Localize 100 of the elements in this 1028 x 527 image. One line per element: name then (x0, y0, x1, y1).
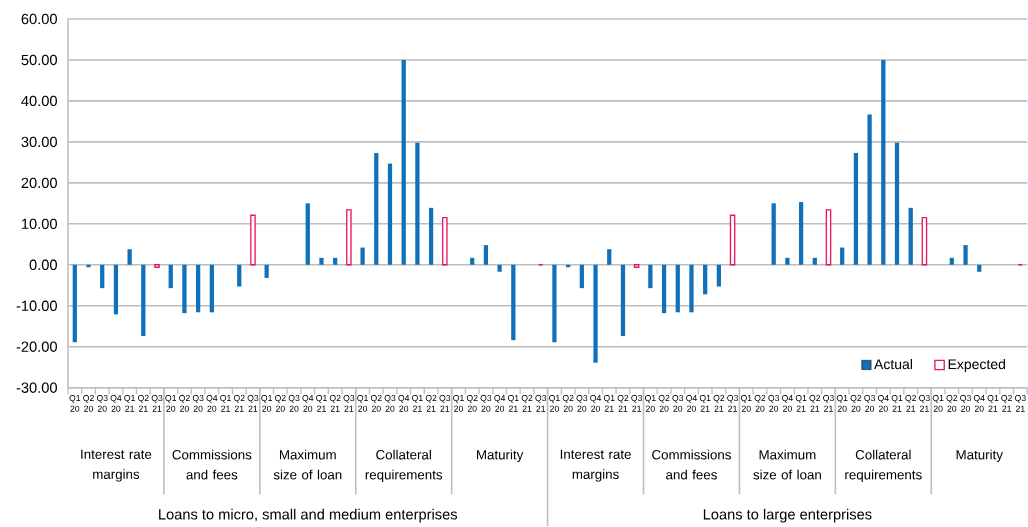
x-tick-label: Q1 20 (261, 394, 273, 412)
x-tick-label: Q2 21 (137, 394, 149, 412)
bar (963, 245, 968, 265)
bar (552, 264, 557, 343)
x-tick-label: Q2 21 (617, 394, 629, 412)
x-tick-label: Q2 20 (658, 394, 670, 412)
x-tick-label: Q3 20 (960, 394, 971, 412)
x-tick-label: Q1 21 (795, 394, 807, 412)
x-tick-label: Q2 20 (946, 394, 958, 412)
x-tick-label: Q3 21 (919, 394, 930, 412)
bar (442, 216, 448, 266)
x-tick-label: Q1 20 (357, 394, 368, 412)
bar (661, 264, 667, 314)
text: Loans to large enterprises (703, 508, 872, 523)
text: Maturity (477, 449, 524, 463)
x-tick-label: Q1 21 (124, 394, 135, 412)
text: Loans to micro, small and medium enterprises (159, 508, 458, 523)
bar (470, 257, 475, 265)
bar (497, 264, 502, 272)
bar (141, 264, 146, 337)
bar (100, 264, 105, 289)
x-tick-label: Q2 20 (850, 394, 862, 412)
bar (86, 264, 91, 268)
x-tick-label: Q4 20 (973, 394, 985, 412)
x-tick-label: Q2 21 (521, 394, 533, 412)
x-tick-label: Q2 20 (466, 394, 478, 412)
x-tick-label: Q3 21 (631, 394, 643, 412)
bar (250, 214, 256, 266)
bar (607, 249, 612, 265)
x-tick-label: Q1 21 (603, 394, 615, 412)
bar (771, 203, 776, 265)
x-tick-label: Q4 20 (782, 394, 793, 412)
x-tick-label: Q4 20 (110, 394, 122, 412)
bar (648, 264, 653, 289)
x-tick-label: Q1 21 (891, 394, 903, 412)
text: Commissions and fees (652, 449, 731, 480)
x-tick-label: Q3 20 (768, 394, 780, 412)
bar (511, 264, 516, 341)
x-tick-label: Q2 20 (179, 394, 190, 412)
x-tick-label: Q3 21 (535, 394, 547, 412)
bar (305, 203, 310, 265)
x-tick-label: Q1 20 (165, 394, 177, 412)
x-tick-label: Q2 20 (275, 394, 286, 412)
bar (168, 264, 173, 289)
x-tick-label: Q1 21 (987, 394, 999, 412)
bar (113, 264, 119, 315)
y-tick-label: -10.00 (16, 300, 57, 311)
bar (908, 207, 913, 265)
x-tick-label: Q1 20 (645, 394, 656, 412)
bar (127, 249, 132, 265)
bar (703, 264, 708, 295)
x-tick-label: Q1 20 (932, 394, 944, 412)
bar (333, 257, 338, 265)
x-tick-label: Q3 20 (96, 394, 108, 412)
text: Collateral requirements (845, 449, 922, 483)
bar (689, 264, 694, 313)
x-tick-label: Q3 21 (439, 394, 451, 412)
bar (182, 264, 187, 314)
x-tick-label: Q4 20 (302, 394, 314, 412)
bar (840, 247, 845, 265)
bar (360, 247, 365, 265)
bar (264, 264, 269, 278)
text: Maximum size of loan (753, 449, 821, 480)
x-tick-label: Q4 20 (686, 394, 697, 412)
legend-label: Actual (874, 358, 912, 370)
x-tick-label: Q2 20 (754, 394, 766, 412)
bar (812, 257, 817, 265)
x-tick-label: Q4 20 (877, 394, 889, 412)
x-tick-label: Q4 20 (494, 394, 506, 412)
x-tick-label: Q1 20 (549, 394, 560, 412)
bar (237, 264, 242, 287)
text: Interest rate margins (560, 449, 631, 482)
bar (785, 257, 790, 265)
x-tick-label: Q1 21 (412, 394, 423, 412)
y-tick-label: 50.00 (21, 54, 57, 66)
bar (593, 264, 598, 363)
bar (633, 264, 640, 268)
x-tick-label: Q3 21 (1014, 394, 1026, 412)
x-tick-label: Q3 21 (727, 394, 738, 412)
x-tick-label: Q3 21 (343, 394, 355, 412)
x-tick-label: Q2 21 (809, 394, 821, 412)
x-tick-label: Q1 21 (316, 394, 327, 412)
x-tick-label: Q2 21 (1001, 394, 1012, 412)
bar (675, 264, 680, 313)
bar (949, 257, 954, 265)
x-tick-label: Q1 20 (69, 394, 81, 412)
x-tick-label: Q2 21 (329, 394, 341, 412)
bar (415, 142, 420, 265)
bar (881, 59, 886, 265)
y-tick-label: -20.00 (16, 341, 57, 352)
x-tick-label: Q2 21 (905, 394, 917, 412)
x-tick-label: Q1 20 (453, 394, 464, 412)
y-tick-label: 30.00 (21, 136, 57, 148)
bar (154, 264, 160, 268)
x-tick-label: Q3 20 (576, 394, 588, 412)
x-tick-label: Q1 21 (220, 394, 231, 412)
x-tick-label: Q3 20 (672, 394, 684, 412)
text: Maturity (956, 449, 1003, 463)
bar (72, 264, 77, 343)
x-tick-label: Q2 21 (713, 394, 725, 412)
